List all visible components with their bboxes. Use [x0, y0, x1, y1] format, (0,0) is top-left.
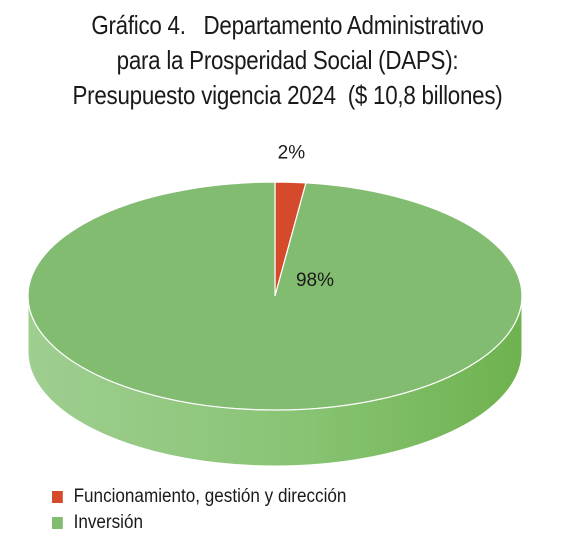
chart-title-line-2: para la Prosperidad Social (DAPS): — [116, 45, 459, 75]
legend-swatch-1 — [52, 517, 63, 529]
legend-label-0: Funcionamiento, gestión y dirección — [73, 486, 347, 507]
chart-title-line-1: Gráfico 4. Departamento Administrativo — [91, 10, 484, 40]
pie-labels: 2% 98% — [278, 142, 334, 291]
legend-label-1: Inversión — [73, 512, 143, 533]
pie-slice-1 — [27, 181, 523, 411]
chart-title-line-3: Presupuesto vigencia 2024 ($ 10,8 billon… — [72, 80, 503, 110]
pie-slice-label-0: 2% — [278, 142, 306, 163]
pie-top-face — [27, 181, 523, 411]
chart-legend: Funcionamiento, gestión y dirección Inver… — [52, 484, 379, 536]
legend-swatch-0 — [52, 491, 63, 503]
legend-item-0: Funcionamiento, gestión y dirección — [52, 484, 346, 510]
legend-item-1: Inversión — [52, 510, 346, 536]
chart-title: Gráfico 4. Departamento Administrativo p… — [40, 8, 535, 113]
pie-slice-label-1: 98% — [296, 270, 334, 291]
